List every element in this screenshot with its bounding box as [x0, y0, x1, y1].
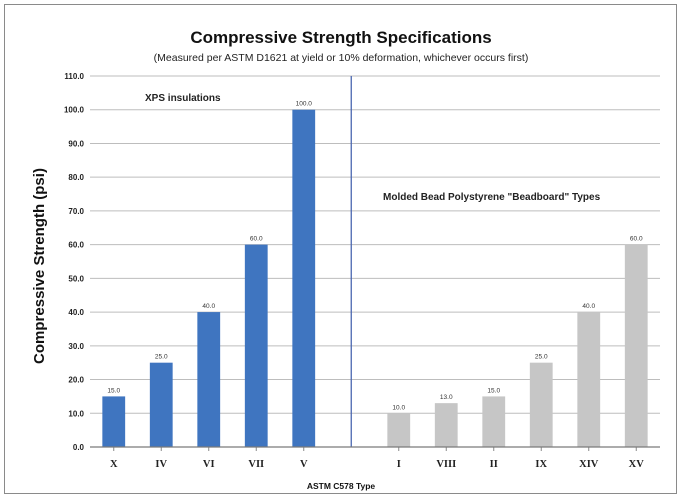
x-axis-label: ASTM C578 Type: [307, 481, 376, 491]
chart-title: Compressive Strength Specifications: [190, 28, 491, 47]
y-tick-label: 90.0: [68, 139, 84, 148]
data-label: 13.0: [440, 394, 453, 401]
bar: [387, 413, 411, 447]
bar: [244, 244, 268, 447]
bar: [624, 244, 648, 447]
y-tick-label: 80.0: [68, 173, 84, 182]
y-tick-label: 30.0: [68, 342, 84, 351]
data-label: 25.0: [155, 354, 168, 361]
x-tick-label: V: [300, 459, 308, 470]
bar: [434, 403, 458, 447]
x-tick-label: VIII: [436, 459, 456, 470]
y-tick-label: 100.0: [64, 106, 85, 115]
data-label: 60.0: [250, 236, 263, 243]
data-label: 15.0: [107, 387, 120, 394]
data-label: 10.0: [392, 404, 405, 411]
y-tick-label: 20.0: [68, 376, 84, 385]
bar: [102, 396, 126, 447]
x-tick-label: XV: [629, 459, 645, 470]
bar: [149, 362, 173, 447]
y-tick-label: 70.0: [68, 207, 84, 216]
bar: [529, 362, 553, 447]
y-tick-label: 0.0: [73, 443, 85, 452]
x-tick-label: VII: [248, 459, 264, 470]
x-tick-label: VI: [203, 459, 215, 470]
data-label: 60.0: [630, 236, 643, 243]
y-tick-label: 60.0: [68, 241, 84, 250]
x-tick-label: IX: [535, 459, 547, 470]
x-tick-label: XIV: [579, 459, 599, 470]
y-tick-label: 50.0: [68, 274, 84, 283]
data-label: 15.0: [487, 387, 500, 394]
y-tick-label: 10.0: [68, 409, 84, 418]
y-axis-label: Compressive Strength (psi): [31, 168, 48, 364]
x-tick-label: I: [397, 459, 401, 470]
data-label: 25.0: [535, 354, 548, 361]
x-tick-label: II: [490, 459, 498, 470]
group-label-beadboard: Molded Bead Polystyrene "Beadboard" Type…: [383, 192, 601, 203]
data-label: 40.0: [582, 303, 595, 310]
bar: [577, 312, 601, 447]
bar: [482, 396, 506, 447]
y-tick-label: 110.0: [64, 72, 84, 81]
bar: [197, 312, 221, 447]
bar: [292, 109, 316, 448]
y-tick-label: 40.0: [68, 308, 84, 317]
x-tick-label: X: [110, 459, 118, 470]
group-label-xps: XPS insulations: [145, 93, 221, 104]
data-label: 100.0: [296, 101, 313, 108]
x-tick-label: IV: [155, 459, 167, 470]
chart-subtitle: (Measured per ASTM D1621 at yield or 10%…: [154, 52, 529, 64]
plot-area: 0.0 10.0 20.0 30.0 40.0 50.0 60.0 70.0 80.0 90.0 1…: [64, 72, 660, 470]
data-label: 40.0: [202, 303, 215, 310]
